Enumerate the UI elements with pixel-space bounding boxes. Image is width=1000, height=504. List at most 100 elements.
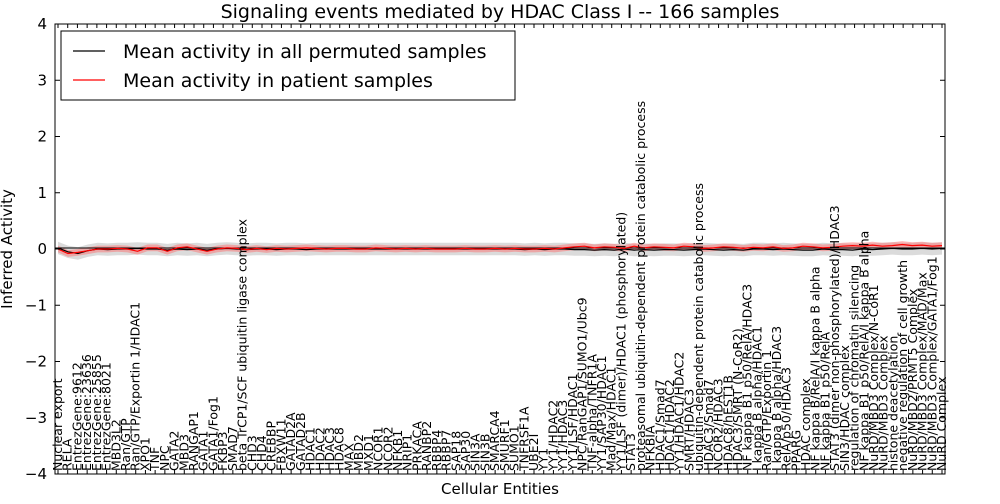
x-tick-label: SIN3/HDAC complex — [837, 345, 852, 471]
x-tick-label: RELA — [60, 438, 75, 471]
y-axis-label: Inferred Activity — [0, 189, 16, 309]
x-tick-label: NuRD/MBD3 Complex/GATA1/Fog1 — [924, 256, 939, 471]
x-tick-label: RANBP2 — [419, 421, 434, 471]
x-tick-label: Ran/GTP/Exportin 1/HDAC1 — [128, 302, 143, 471]
x-tick-label: YY1/HDAC1/HDAC2 — [672, 352, 687, 472]
x-tick-label: HDAC2 — [312, 427, 327, 471]
x-tick-label: MBD3 — [176, 434, 191, 471]
x-tick-label: NCOR1 — [371, 426, 386, 471]
x-tick-label: I kappa B alpha/HDAC3 — [769, 326, 784, 471]
x-tick-label: TNFRSF1A — [516, 406, 531, 472]
x-tick-label: CREBBP — [264, 421, 279, 471]
x-tick-label: SMAD7 — [225, 426, 240, 471]
x-axis: Nuclear exportRELAEntrezGene:9612EntrezG… — [50, 24, 949, 474]
x-tick-label: Ran/GTP — [118, 418, 133, 471]
x-tick-label: MBD3L2 — [108, 419, 123, 471]
x-tick-label: histone deacetylation — [885, 336, 900, 471]
x-tick-label: STAT3 — [623, 433, 638, 471]
y-tick-label: −1 — [25, 296, 47, 314]
x-tick-label: SMARCA4 — [487, 410, 502, 471]
legend: Mean activity in all permuted samples Me… — [60, 30, 516, 101]
x-tick-label: proteasomal ubiquitin-dependent protein … — [633, 101, 648, 471]
x-tick-label: Ran/GTP/Exportin 1 — [759, 350, 774, 471]
x-tick-label: STAT3 (dimer non-phosphorylated)/HDAC3 — [827, 205, 842, 471]
y-tick-label: 4 — [37, 15, 47, 33]
x-tick-label: YY1/LSF (dimer)/HDAC1 (phosphorylated) — [613, 212, 628, 472]
x-tick-label: HDAC1 — [303, 427, 318, 471]
x-tick-label: NPC — [157, 445, 172, 471]
x-tick-label: NuRD/MBD3 Complex/MAD/Max — [915, 272, 930, 471]
x-tick-label: CHD3 — [244, 435, 259, 471]
x-tick-label: YY1 — [536, 448, 551, 472]
x-tick-label: SMURF1 — [497, 419, 512, 471]
x-axis-label: Cellular Entities — [441, 480, 559, 498]
legend-label-patient: Mean activity in patient samples — [123, 70, 433, 92]
y-tick-label: −4 — [25, 465, 47, 483]
x-tick-label: negative regulation of cell growth — [895, 260, 910, 471]
x-tick-label: HDAC8/hEST1B — [720, 375, 735, 471]
permuted-band — [58, 241, 942, 260]
x-tick-label: MBD2 — [351, 434, 366, 471]
x-tick-label: ubiquitin-dependent protein catabolic pr… — [691, 183, 706, 471]
x-tick-label: NCOR2/HDAC3 — [711, 378, 726, 471]
x-tick-label: EntrezGene:25855 — [89, 354, 104, 471]
x-tick-label: SAP30 — [458, 431, 473, 471]
x-tick-label: regulation of chromatin silencing — [847, 265, 862, 471]
x-tick-label: RBBP7 — [439, 430, 454, 471]
series-layer — [57, 243, 943, 255]
x-tick-label: SUMO1 — [507, 425, 522, 471]
x-tick-label: UBE2I — [526, 434, 541, 471]
x-tick-label: GATAD2B — [293, 412, 308, 471]
x-tick-label: SIN3B — [477, 433, 492, 471]
x-tick-label: RelA/p50/HDAC3 — [779, 367, 794, 471]
y-tick-label: 1 — [37, 184, 47, 202]
x-tick-label: EntrezGene:23636 — [79, 354, 94, 471]
x-tick-label: SAP18 — [448, 431, 463, 471]
x-tick-label: GATA1/Fog1 — [205, 396, 220, 471]
y-tick-label: −3 — [25, 409, 47, 427]
x-tick-label: NRIP1 — [400, 434, 415, 471]
x-tick-label: NuRD Complex — [934, 377, 949, 471]
x-tick-label: GATAD2A — [283, 412, 298, 471]
x-tick-label: XPO1 — [137, 437, 152, 471]
x-tick-label: I kappa B alpha/HDAC1 — [749, 326, 764, 471]
x-tick-label: HDAC complex — [798, 378, 813, 471]
x-tick-label: NuRD/MBD3 Complex/N-CoR1 — [866, 284, 881, 471]
x-tick-label: Nuclear export — [50, 378, 65, 471]
x-tick-label: NFKB1 — [390, 430, 405, 471]
y-axis: −4 −3 −2 −1 0 1 2 3 4 — [25, 15, 945, 483]
series-line-1 — [57, 243, 943, 255]
x-tick-label: NF kappa B1 p50/RelA — [817, 331, 832, 471]
x-tick-label: YY1/SAP30/HDAC1 — [594, 355, 609, 472]
x-tick-label: YY1/HDAC3 — [555, 400, 570, 472]
x-tick-label: NuRD/MBD3 Complex — [876, 335, 891, 471]
y-tick-label: 2 — [37, 128, 47, 146]
x-tick-label: TNF — [147, 447, 162, 472]
x-tick-label: RBBP4 — [429, 430, 444, 471]
y-tick-label: 0 — [37, 240, 47, 258]
x-tick-label: HDAC3/SMRT (N-CoR2) — [730, 328, 745, 471]
x-tick-label: NF kappa B1 p50/RelA/I kappa B alpha — [856, 231, 871, 471]
x-tick-label: NCOR2 — [380, 426, 395, 471]
x-tick-label: HDAC3 — [322, 427, 337, 471]
x-tick-label: HDAC1/HDAC2 — [662, 379, 677, 471]
x-tick-label: YY1/LSF/HDAC1 — [565, 373, 580, 472]
legend-label-permuted: Mean activity in all permuted samples — [123, 41, 486, 63]
x-tick-label: HDAC8 — [332, 427, 347, 471]
legend-frame — [60, 30, 516, 101]
x-tick-label: NF kappa B/RelA/I kappa B alpha — [808, 266, 823, 471]
chart-title: Signaling events mediated by HDAC Class … — [221, 1, 780, 23]
y-tick-label: 3 — [37, 71, 47, 89]
x-tick-label: MAX — [341, 443, 356, 471]
x-tick-label: EntrezGene:9612 — [69, 362, 84, 471]
x-tick-label: NFKBIA — [643, 425, 658, 471]
x-tick-label: FBXW11 — [273, 418, 288, 471]
x-tick-label: CHD4 — [254, 435, 269, 471]
x-tick-label: GATA2 — [167, 431, 182, 471]
x-tick-label: PPARG — [788, 430, 803, 471]
x-tick-label: beta TrCP1/SCF ubiquitin ligase complex — [235, 219, 250, 471]
x-tick-label: YY1/HDAC2 — [545, 400, 560, 472]
x-tick-label: GATA1 — [196, 431, 211, 471]
